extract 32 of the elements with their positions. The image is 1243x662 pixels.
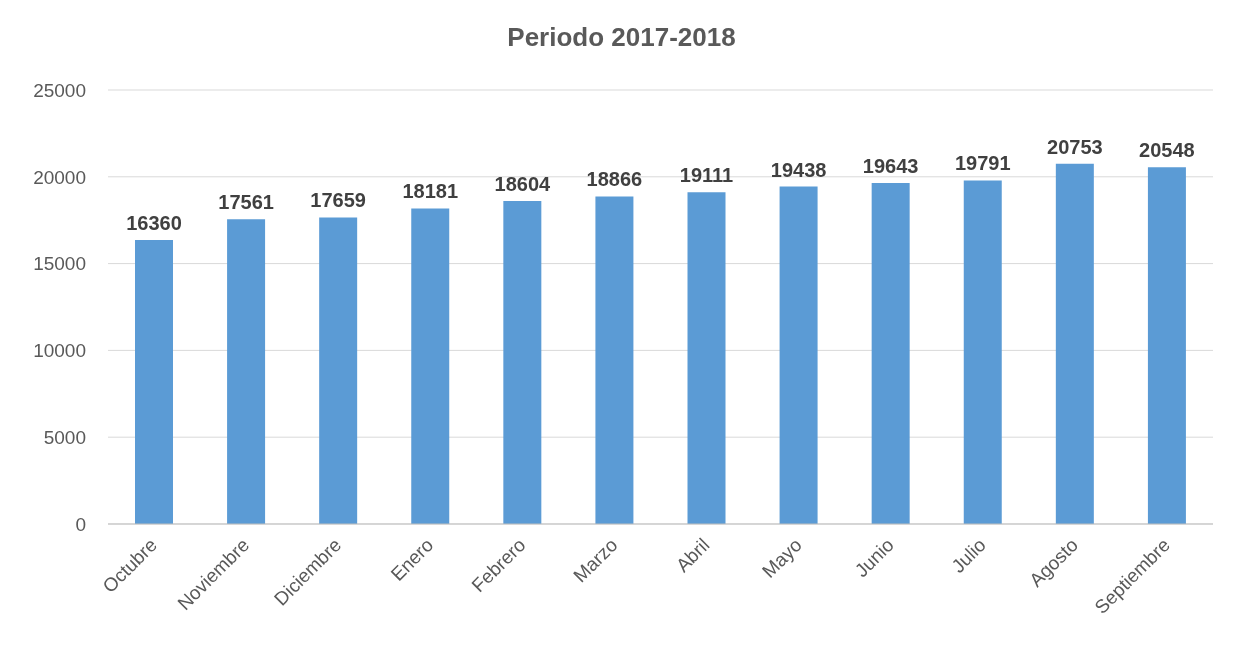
bar [595, 196, 634, 524]
data-label: 19111 [679, 164, 734, 187]
data-label: 19791 [954, 152, 1011, 175]
y-tick-label: 20000 [33, 166, 86, 188]
bar [779, 186, 818, 524]
bar [687, 192, 726, 524]
y-tick-label: 15000 [33, 253, 86, 275]
data-label: 16360 [126, 211, 182, 234]
y-tick-label: 25000 [33, 79, 86, 101]
y-tick-label: 10000 [33, 340, 86, 362]
data-label: 18866 [586, 168, 643, 191]
data-label: 18604 [494, 173, 552, 196]
bar [503, 201, 542, 524]
y-tick-label: 5000 [43, 426, 86, 448]
data-label: 17561 [218, 191, 274, 214]
bar [227, 219, 266, 524]
bar [871, 183, 910, 524]
bar [1147, 167, 1186, 524]
chart-title: Periodo 2017-2018 [506, 22, 737, 53]
data-label: 20753 [1047, 135, 1103, 158]
bar [411, 208, 450, 524]
data-label: 19438 [770, 158, 827, 181]
data-label: 20548 [1139, 139, 1195, 162]
x-tick-label: Julio [947, 534, 990, 577]
data-label: 19643 [862, 155, 919, 177]
data-label: 18181 [402, 180, 459, 203]
data-label: 17659 [310, 189, 366, 212]
bar [319, 217, 358, 524]
bar [963, 180, 1002, 524]
bar [135, 239, 173, 524]
y-tick-label: 0 [75, 513, 86, 535]
bar [1055, 163, 1094, 524]
